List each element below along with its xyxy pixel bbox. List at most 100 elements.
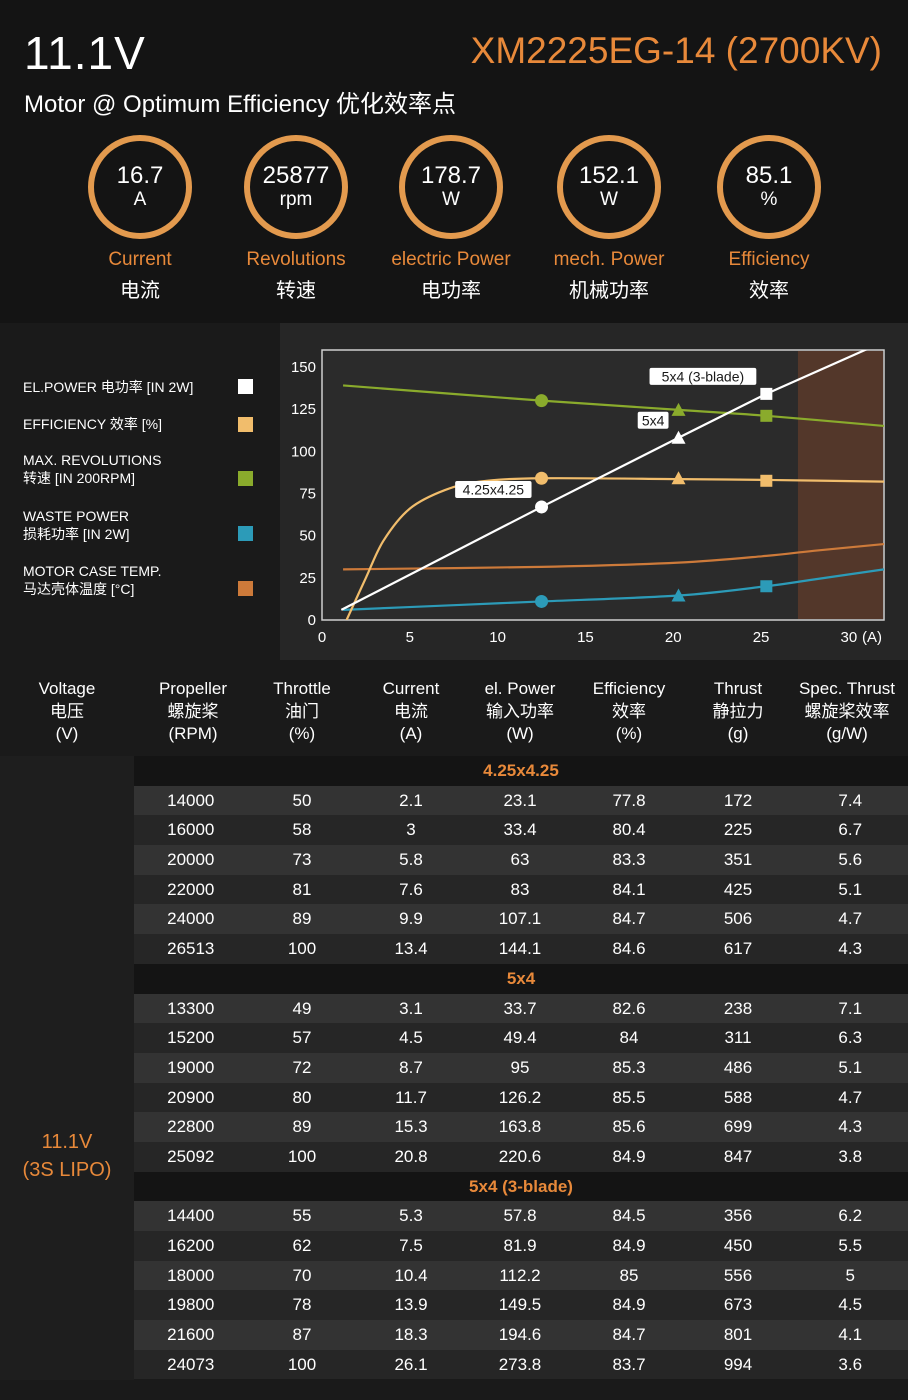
table-cell: 89	[292, 909, 312, 929]
table-cell: 2.1	[399, 790, 423, 810]
plot-area	[321, 349, 885, 621]
column-header-line: 螺旋桨效率	[804, 701, 890, 721]
table-cell: 22000	[167, 879, 215, 899]
table-cell: 5.1	[838, 1057, 863, 1077]
x-tick-label: 10	[489, 629, 506, 646]
table-cell: 13.9	[394, 1295, 428, 1315]
table-cell: 5.5	[838, 1236, 863, 1255]
table-cell: 450	[723, 1236, 753, 1255]
y-tick-label: 100	[291, 443, 316, 460]
table-cell: 26.1	[394, 1354, 428, 1374]
table-cell: 84.5	[612, 1206, 646, 1226]
table-cell: 588	[723, 1087, 753, 1107]
marker-square	[760, 409, 773, 422]
table-cell: 4.3	[838, 1117, 863, 1137]
legend-item-el-power: EL.POWER 电功率 [IN 2W]	[23, 378, 263, 396]
table-row: 18000 70 10.4 112.2 85 556 5	[134, 1260, 908, 1291]
column-header-line: 输入功率	[486, 701, 554, 721]
chart-section: EL.POWER 电功率 [IN 2W] EL.POWER 电功率 [IN 2W…	[0, 323, 908, 660]
table-cell: 4.1	[838, 1325, 863, 1345]
table-cell: 4.7	[838, 909, 863, 929]
metric-value: 178.7	[420, 162, 482, 189]
metric-value: 85.1	[745, 162, 793, 189]
metric-value: 16.7	[116, 162, 164, 189]
table-cell: 9.9	[399, 909, 423, 929]
table-row: 21600 87 18.3 194.6 84.7 801 4.1	[134, 1320, 908, 1350]
marker-triangle	[671, 588, 686, 602]
table-cell: 57.8	[503, 1206, 537, 1226]
metric-label-en: electric Power	[391, 249, 511, 270]
table-cell: 6.2	[838, 1206, 863, 1226]
table-cell: 3.6	[838, 1354, 863, 1374]
table-cell: 70	[292, 1265, 312, 1285]
table-cell: 5.8	[399, 850, 423, 870]
model-title: XM2225EG-14 (2700KV)	[470, 30, 882, 71]
propeller-group-header: 5x4	[134, 963, 908, 994]
table-cell: 80	[292, 1087, 312, 1107]
x-axis-label: (A)	[862, 629, 882, 646]
table-cell: 57	[292, 1028, 312, 1048]
table-cell: 13300	[167, 998, 215, 1018]
legend-label: MAX. REVOLUTIONS	[23, 452, 162, 468]
table-cell: 20.8	[394, 1146, 428, 1166]
metric-label-zh: 电功率	[421, 280, 481, 302]
table-cell: 5.1	[838, 879, 863, 899]
voltage-cell: 11.1V (3S LIPO)	[0, 756, 134, 1380]
marker-label: 5x4 (3-blade)	[662, 368, 745, 384]
table-cell: 11.7	[395, 1087, 427, 1107]
table-cell: 351	[723, 850, 753, 870]
series-line	[343, 542, 884, 571]
table-cell: 72	[292, 1057, 312, 1077]
column-header-line: 油门	[285, 701, 319, 721]
performance-chart: 0 25 50 75 100 125 150 0 5 10 15 20 25 30 (A) 4.25x4.25…	[291, 349, 885, 646]
metric-label-en: Current	[108, 249, 172, 270]
table-cell: 14000	[167, 790, 215, 810]
table-cell: 7.4	[838, 790, 863, 810]
table-cell: 144.1	[498, 939, 542, 959]
table-cell: 149.5	[498, 1295, 542, 1315]
marker-triangle	[671, 430, 686, 444]
table-cell: 19800	[167, 1295, 215, 1315]
shaded-region	[797, 351, 883, 619]
series-line	[342, 384, 884, 428]
table-cell: 16000	[167, 820, 215, 840]
table-row: 15200 57 4.5 49.4 84 311 6.3	[134, 1023, 908, 1053]
table-cell: 100	[287, 1354, 317, 1374]
marker-label: 4.25x4.25	[463, 481, 525, 497]
column-header-line: (V)	[55, 724, 79, 743]
table-cell: 8.7	[399, 1057, 423, 1077]
metric-label-zh: 转速	[276, 280, 316, 302]
table-cell: 220.6	[498, 1146, 542, 1166]
table-cell: 85.5	[612, 1087, 646, 1107]
table-cell: 6.7	[838, 820, 863, 840]
table-cell: 84.7	[612, 909, 646, 929]
table-cell: 87	[292, 1325, 312, 1345]
propeller-group-header: 5x4 (3-blade)	[134, 1171, 908, 1202]
metric-label-zh: 电流	[120, 280, 160, 302]
metric-value: 25877	[262, 162, 330, 189]
legend-swatch	[238, 379, 253, 394]
table-cell: 194.6	[498, 1325, 542, 1345]
metric-unit: W	[442, 189, 460, 210]
propeller-group-header: 4.25x4.25	[134, 756, 908, 786]
marker-label-box	[637, 411, 669, 429]
metric-ring: 25877 rpm	[244, 135, 348, 239]
y-tick-label: 150	[291, 359, 316, 376]
table-cell: 33.7	[503, 998, 537, 1018]
legend-item-case-temp: MOTOR CASE TEMP. 马达壳体温度 [°C]	[23, 562, 263, 598]
table-row: 19800 78 13.9 149.5 84.9 673 4.5	[134, 1290, 908, 1321]
table-cell: 801	[723, 1325, 753, 1345]
column-header-line: 电压	[50, 701, 84, 721]
table-cell: 62	[292, 1236, 312, 1255]
metric-ring: 16.7 A	[88, 135, 192, 239]
table-row: 20900 80 11.7 126.2 85.5 588 4.7	[134, 1082, 908, 1113]
table-cell: 100	[287, 939, 317, 959]
chart-legend: EL.POWER 电功率 [IN 2W] EL.POWER 电功率 [IN 2W…	[0, 323, 280, 660]
metric-label-zh: 机械功率	[569, 280, 649, 302]
legend-swatch	[238, 526, 253, 541]
table-cell: 55	[292, 1206, 312, 1226]
table-cell: 4.5	[838, 1295, 863, 1315]
metric-ring: 85.1 %	[717, 135, 821, 239]
table-row: 16000 58 3 33.4 80.4 225 6.7	[134, 815, 908, 846]
metric-mech-power: 152.1 W mech. Power 机械功率	[529, 135, 689, 303]
